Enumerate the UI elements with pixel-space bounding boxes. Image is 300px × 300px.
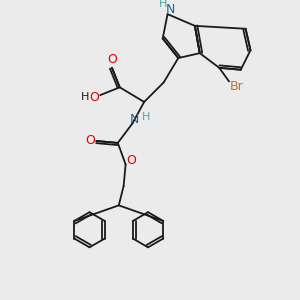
- Text: H: H: [80, 92, 89, 102]
- Text: N: N: [130, 113, 139, 126]
- Text: Br: Br: [230, 80, 244, 93]
- Text: H: H: [158, 0, 167, 9]
- Text: H: H: [142, 112, 150, 122]
- Text: O: O: [89, 91, 99, 103]
- Text: O: O: [85, 134, 95, 148]
- Text: O: O: [127, 154, 136, 167]
- Text: N: N: [166, 3, 175, 16]
- Text: O: O: [107, 53, 117, 67]
